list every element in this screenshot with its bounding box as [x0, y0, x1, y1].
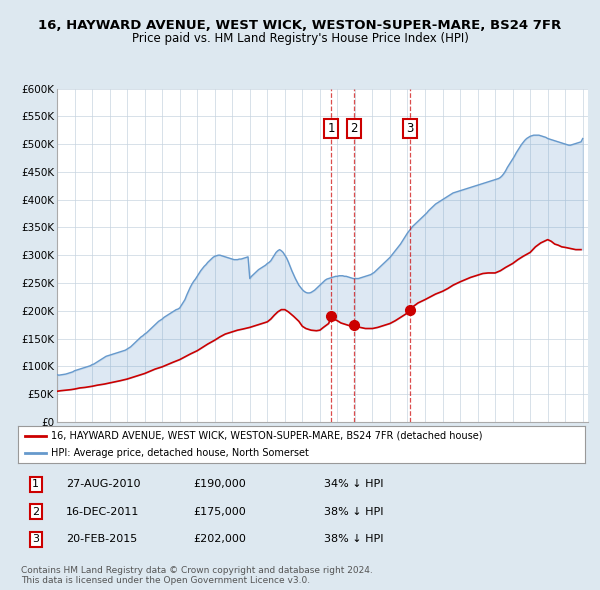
Text: £190,000: £190,000 — [194, 480, 247, 489]
Text: 34% ↓ HPI: 34% ↓ HPI — [324, 480, 383, 489]
Text: 16, HAYWARD AVENUE, WEST WICK, WESTON-SUPER-MARE, BS24 7FR (detached house): 16, HAYWARD AVENUE, WEST WICK, WESTON-SU… — [51, 431, 482, 441]
Text: Price paid vs. HM Land Registry's House Price Index (HPI): Price paid vs. HM Land Registry's House … — [131, 32, 469, 45]
Text: 3: 3 — [32, 535, 39, 544]
Text: 38% ↓ HPI: 38% ↓ HPI — [324, 507, 383, 517]
Text: Contains HM Land Registry data © Crown copyright and database right 2024.: Contains HM Land Registry data © Crown c… — [21, 566, 373, 575]
Text: 38% ↓ HPI: 38% ↓ HPI — [324, 535, 383, 544]
Text: 1: 1 — [328, 122, 335, 135]
Text: HPI: Average price, detached house, North Somerset: HPI: Average price, detached house, Nort… — [51, 448, 309, 458]
Text: 1: 1 — [32, 480, 39, 489]
Text: £202,000: £202,000 — [194, 535, 247, 544]
Text: 27-AUG-2010: 27-AUG-2010 — [66, 480, 140, 489]
Text: 2: 2 — [32, 507, 39, 517]
Text: £175,000: £175,000 — [194, 507, 247, 517]
Text: 20-FEB-2015: 20-FEB-2015 — [66, 535, 137, 544]
Text: 3: 3 — [406, 122, 413, 135]
Text: 16, HAYWARD AVENUE, WEST WICK, WESTON-SUPER-MARE, BS24 7FR: 16, HAYWARD AVENUE, WEST WICK, WESTON-SU… — [38, 19, 562, 32]
Text: 2: 2 — [350, 122, 358, 135]
Text: This data is licensed under the Open Government Licence v3.0.: This data is licensed under the Open Gov… — [21, 576, 310, 585]
Text: 16-DEC-2011: 16-DEC-2011 — [66, 507, 140, 517]
